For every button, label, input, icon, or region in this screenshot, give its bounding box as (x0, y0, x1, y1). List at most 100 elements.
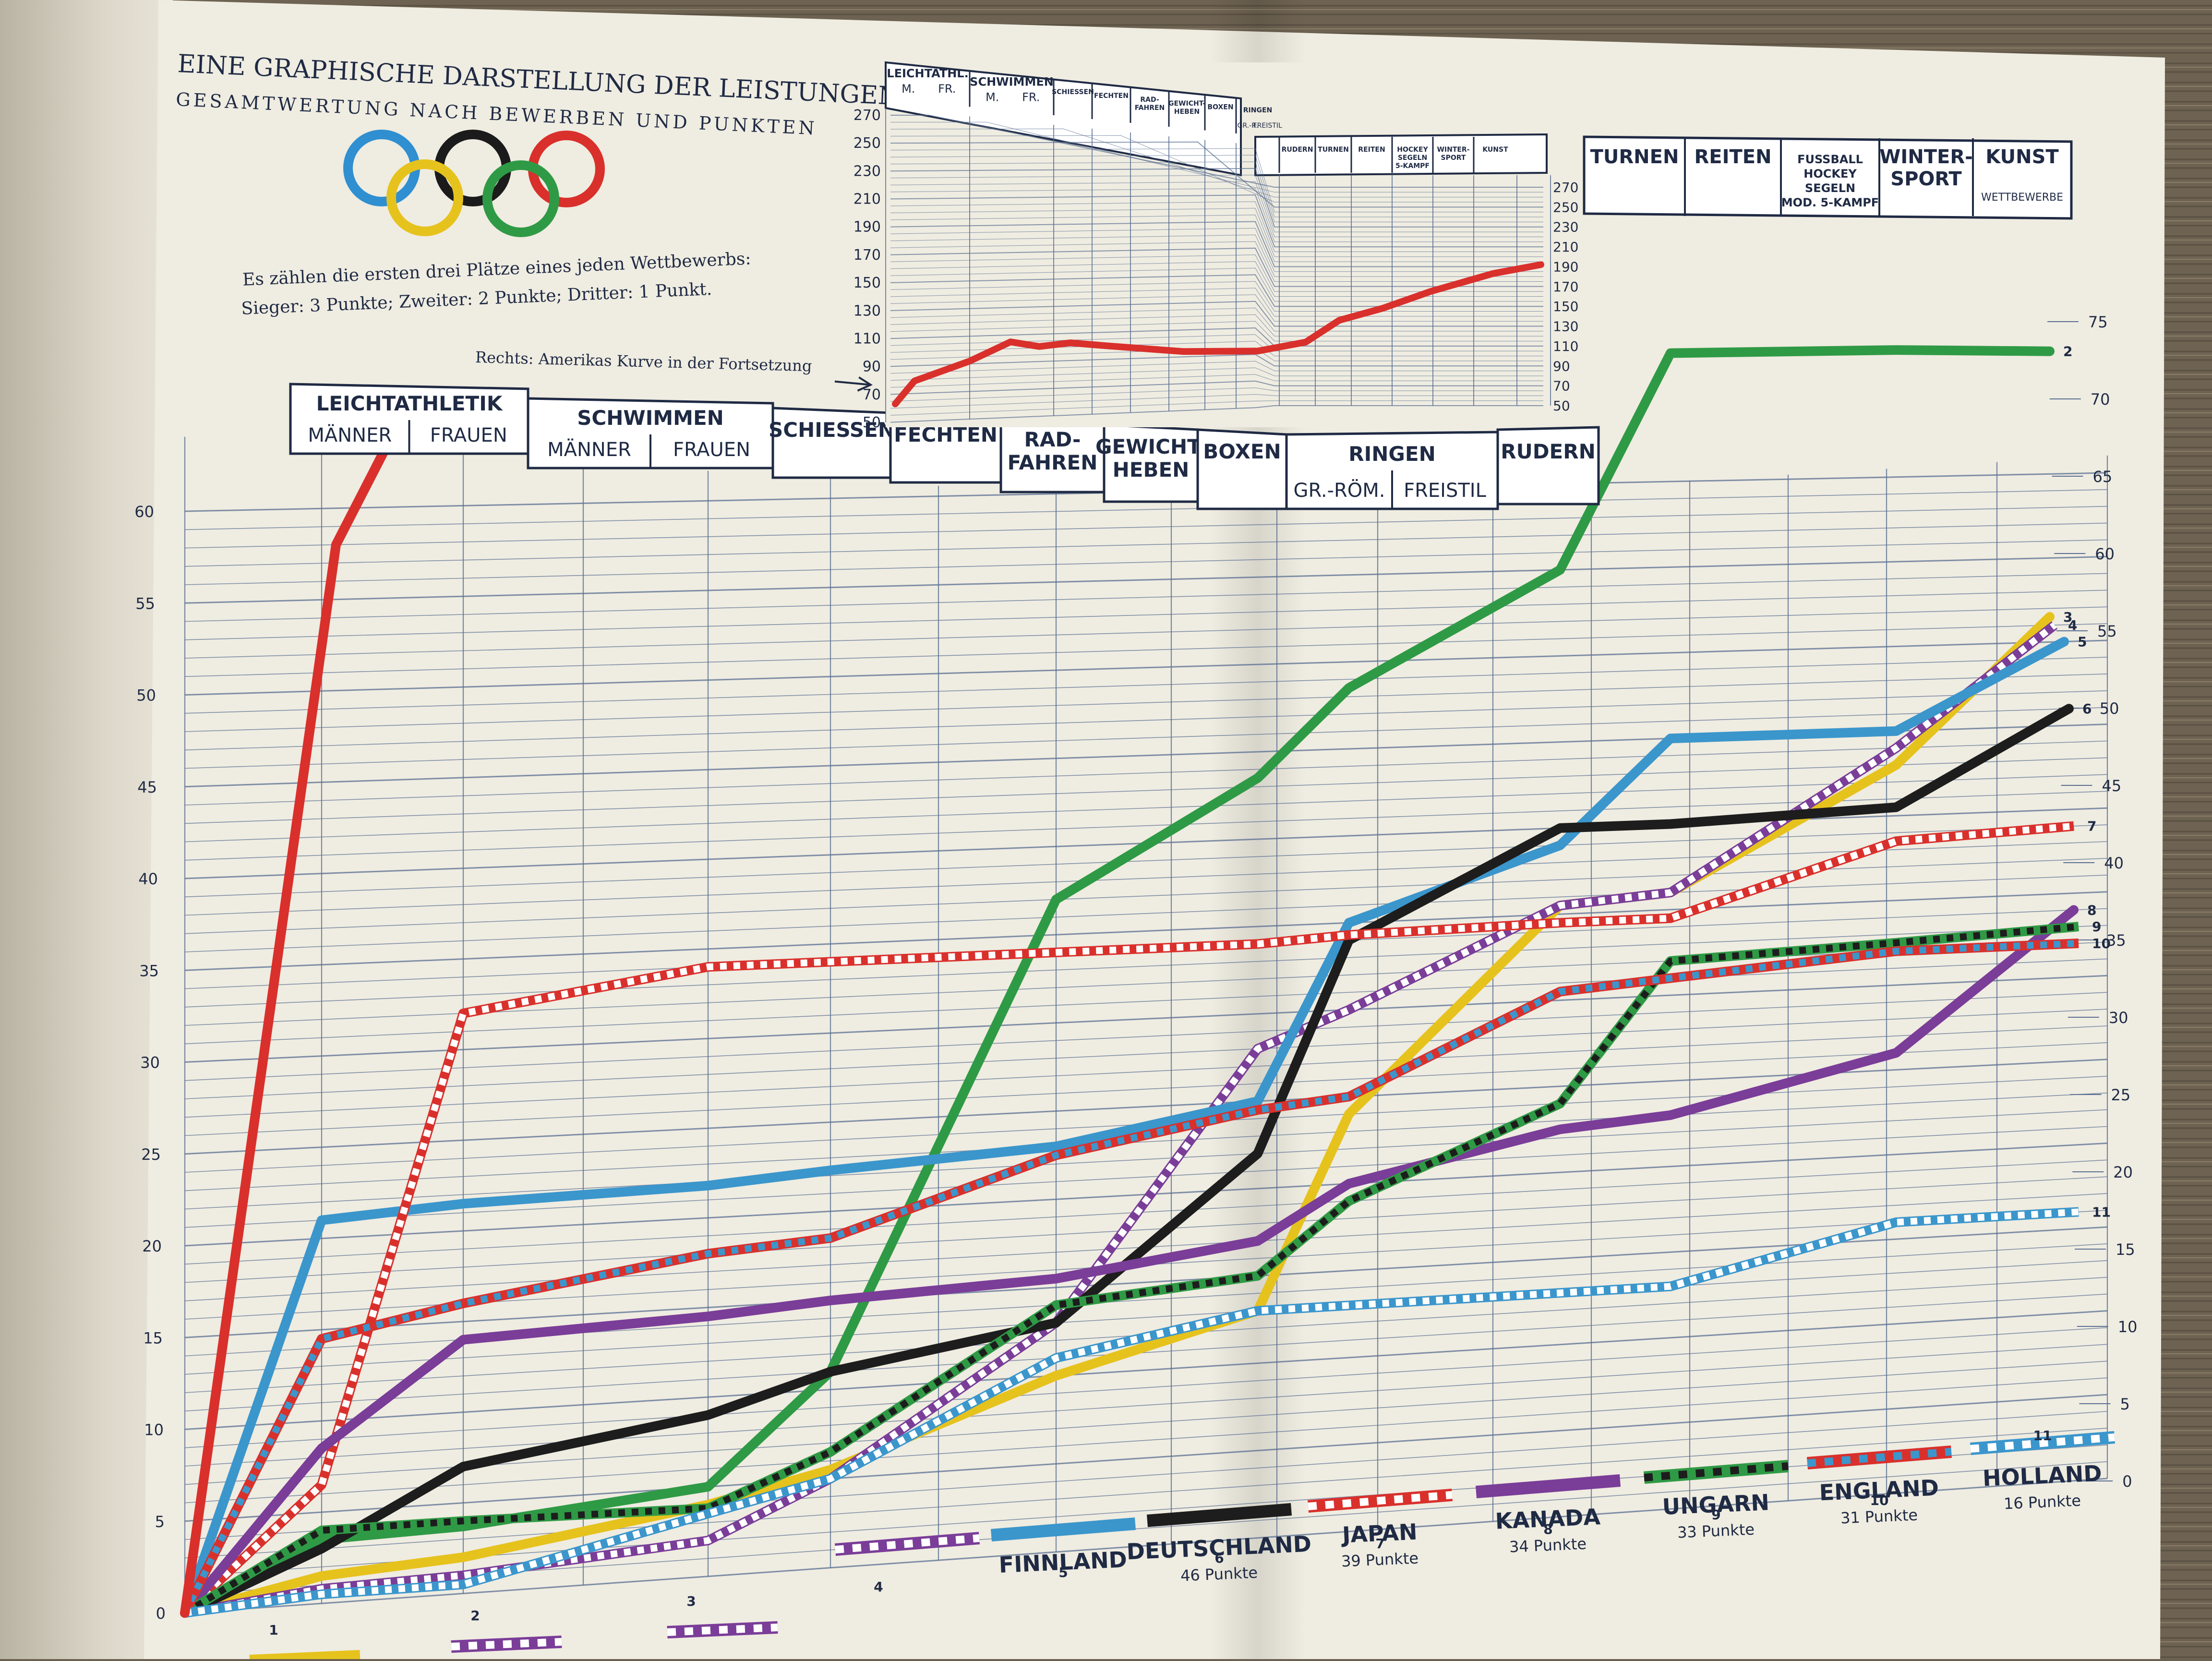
gridline-h (184, 606, 2108, 659)
inset-y-tick-left: 110 (854, 330, 881, 347)
inset-gridline-h (890, 208, 1543, 257)
inset-header-label: SCHIESSEN (1052, 88, 1094, 96)
inset-gridline-h (890, 181, 1543, 237)
gridline-h (184, 590, 2108, 640)
gridline-h (184, 1478, 2108, 1614)
inset-y-tick-left: 90 (863, 359, 881, 375)
series-end-label: 6 (2082, 701, 2092, 717)
inset-gridline-h (890, 188, 1543, 242)
gridline-h (184, 1293, 2108, 1412)
right-header-sub: WETTBEWERBE (1981, 192, 2063, 204)
legend-points: 31 Punkte (1840, 1506, 1918, 1528)
inset-gridline-h (890, 274, 1543, 307)
legend-name: JAPAN (1340, 1519, 1418, 1548)
inset-gridline-h (890, 334, 1543, 351)
y-tick-right: 40 (2104, 854, 2124, 872)
y-tick-right: 5 (2120, 1395, 2130, 1413)
y-tick-right: 70 (2091, 390, 2110, 409)
inset-y-tick-right: 110 (1553, 338, 1578, 354)
gridline-h (184, 1276, 2108, 1393)
inset-gridline-h (890, 168, 1543, 228)
inset-gridline-h (890, 261, 1543, 297)
legend-number: 10 (1870, 1492, 1889, 1508)
inset-gridline-h (890, 215, 1543, 262)
header-label: RAD- (1024, 428, 1081, 451)
inset-gridline-h (890, 194, 1543, 248)
gridline-h (184, 1394, 2108, 1522)
inset-header-label: LEICHTATHL. (887, 67, 968, 80)
inset-gridline-h (890, 405, 1543, 423)
gridline-h (184, 623, 2108, 677)
inset-gridline-h (890, 394, 1543, 409)
gridline-h (184, 522, 2108, 567)
inset-header-label: REITEN (1358, 146, 1385, 154)
legend-name: ENGLAND (1819, 1475, 1939, 1506)
gridline-h (184, 1210, 2108, 1320)
inset-gridline-h (890, 247, 1543, 287)
inset-gridline-h (890, 288, 1543, 317)
gridline-h (184, 992, 2108, 1081)
inset-y-tick-right: 170 (1553, 279, 1578, 295)
gridline-h (184, 690, 2108, 751)
gridline-h (184, 1377, 2108, 1504)
series-line-6 (180, 704, 2074, 1618)
series-end-label: 10 (2092, 936, 2111, 951)
gridline-h (184, 1260, 2108, 1375)
olympic-rings (343, 130, 605, 237)
inset-y-tick-left: 250 (854, 135, 881, 152)
inset-gridline-h (890, 374, 1543, 388)
y-tick-left: 5 (155, 1513, 165, 1531)
y-tick-left: 35 (139, 962, 159, 980)
legend-name: UNGARN (1662, 1489, 1770, 1520)
legend-swatch (990, 1517, 1136, 1541)
inset-y-tick-left: 170 (854, 247, 881, 264)
inset-gridline-h (890, 135, 1543, 203)
gridline-h (184, 774, 2108, 843)
legend-points: 34 Punkte (1509, 1535, 1587, 1556)
inset-gridline-h (890, 128, 1543, 198)
y-tick-left: 30 (140, 1054, 160, 1072)
inset-y-tick-left: 190 (854, 219, 881, 236)
legend-number: 5 (1058, 1565, 1068, 1580)
y-tick-right: 50 (2100, 699, 2119, 718)
inset-y-tick-right: 70 (1553, 378, 1570, 394)
inset-gridline-h (890, 221, 1543, 267)
gridline-h (184, 1042, 2108, 1136)
inset-gridline-h (890, 387, 1543, 402)
left-page-edge (0, 0, 173, 1659)
gridline-h (184, 573, 2108, 622)
gridline-h (184, 1092, 2108, 1192)
legend-number: 7 (1375, 1536, 1384, 1552)
gridline-h (184, 707, 2108, 769)
gridline-h (184, 875, 2108, 952)
inset-header-label: BOXEN (1207, 104, 1233, 111)
inset-header-label: SCHWIMMEN (970, 75, 1054, 89)
right-header-label: REITEN (1694, 146, 1771, 168)
inset-header-label: FAHREN (1135, 104, 1165, 112)
header-label: SCHIESSEN (769, 418, 895, 442)
inset-gridline-h (890, 155, 1543, 217)
gridline-h (184, 539, 2108, 585)
series-line-4-dash (184, 622, 2057, 1616)
series-line-10-dash (181, 940, 2079, 1615)
legend-swatch-dash (1644, 1462, 1789, 1481)
main-chart: 0510152025303540455055600510152025303540… (134, 313, 2137, 1623)
gridline-h (184, 1176, 2108, 1283)
gridline-h (184, 1025, 2108, 1118)
right-header-label: TURNEN (1590, 146, 1679, 168)
inset-gridline-h (890, 367, 1543, 381)
gridline-h (184, 657, 2108, 714)
y-tick-right: 25 (2111, 1086, 2131, 1104)
series-end-label: 11 (2092, 1204, 2111, 1220)
gridline-h (184, 891, 2108, 971)
legend-points: 16 Punkte (2003, 1492, 2081, 1513)
y-tick-right: 45 (2102, 777, 2122, 795)
inset-gridline-h (890, 314, 1543, 337)
inset-header-sub: FR. (938, 82, 956, 96)
inset-y-tick-right: 210 (1553, 239, 1578, 255)
y-tick-right: 60 (2095, 545, 2115, 563)
inset-gridline-h (890, 161, 1543, 222)
series-line-7-dash (182, 822, 2074, 1616)
